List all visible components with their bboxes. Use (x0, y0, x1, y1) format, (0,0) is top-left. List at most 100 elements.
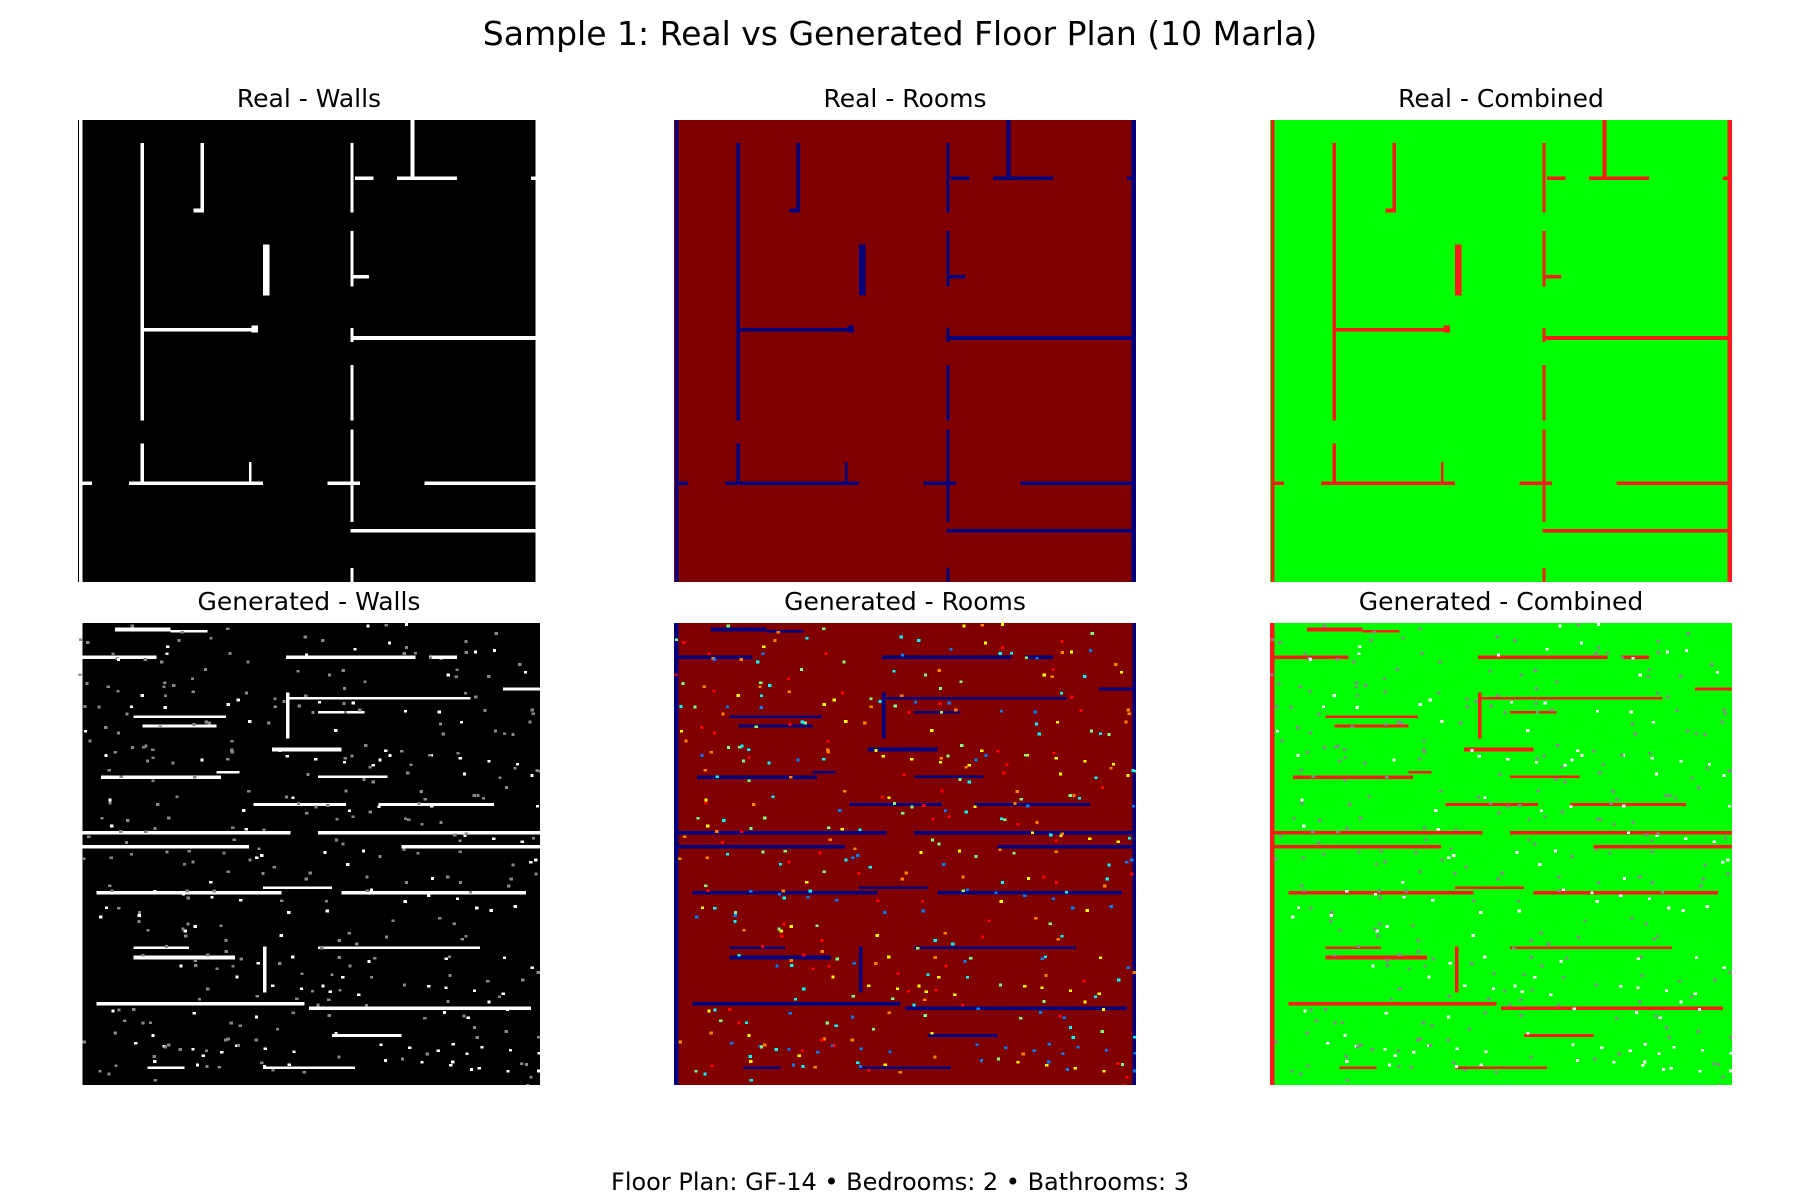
generated-rooms-noise-pixel (738, 745, 742, 749)
generated-rooms-noise-pixel (994, 891, 998, 895)
generated-rooms-noise-pixel (1109, 905, 1113, 909)
generated-combined-noise-pixel (1554, 778, 1558, 781)
generated-walls-noise-pixel (146, 928, 150, 932)
generated-combined-background (1270, 623, 1732, 1085)
generated-walls-noise-pixel (438, 722, 443, 726)
generated-rooms-noise-pixel (763, 1043, 767, 1047)
generated-rooms-noise-pixel (822, 627, 826, 631)
generated-walls-noise-pixel (110, 824, 114, 828)
generated-combined-noise-pixel (1278, 641, 1282, 644)
generated-walls-noise-pixel (310, 989, 315, 993)
generated-rooms-noise-pixel (789, 775, 793, 779)
real-walls-background (78, 120, 540, 582)
generated-rooms-wall-segment (812, 770, 836, 774)
generated-combined-noise-pixel (1693, 992, 1697, 996)
generated-combined-noise-pixel (1399, 721, 1403, 725)
generated-combined-noise-pixel (1463, 1068, 1467, 1072)
generated-walls-noise-pixel (151, 1034, 155, 1038)
generated-rooms-noise-pixel (700, 906, 705, 910)
generated-rooms-wall-segment (729, 955, 832, 960)
generated-rooms-noise-pixel (747, 1034, 751, 1038)
generated-rooms-noise-pixel (725, 705, 730, 709)
generated-combined-noise-pixel (1650, 756, 1654, 760)
generated-rooms-noise-pixel (1117, 978, 1121, 982)
generated-combined-noise-pixel (1333, 953, 1337, 957)
real-rooms-wall-segment (992, 176, 1053, 181)
generated-rooms-noise-pixel (1111, 762, 1116, 766)
real-combined-wall-segment (1542, 336, 1732, 340)
generated-walls-noise-pixel (100, 816, 104, 820)
generated-walls-noise-pixel (498, 776, 502, 780)
generated-rooms-noise-pixel (937, 842, 941, 846)
generated-combined-noise-pixel (1539, 931, 1543, 935)
generated-walls-noise-pixel (420, 1060, 424, 1064)
generated-combined-noise-pixel (1519, 1014, 1523, 1017)
generated-walls-noise-pixel (181, 927, 185, 931)
generated-combined-noise-pixel (1489, 704, 1493, 708)
generated-rooms-noise-pixel (1126, 966, 1130, 970)
generated-combined-noise-pixel (1352, 660, 1356, 664)
real-rooms-wall-segment (858, 244, 866, 296)
generated-rooms-noise-pixel (902, 772, 906, 776)
generated-rooms-noise-pixel (1032, 1049, 1036, 1053)
generated-rooms-noise-pixel (771, 795, 775, 799)
generated-walls-noise-pixel (261, 872, 265, 875)
generated-combined-noise-pixel (1488, 802, 1493, 805)
generated-rooms-noise-pixel (678, 857, 682, 861)
generated-rooms-noise-pixel (1000, 881, 1005, 884)
generated-walls-noise-pixel (327, 673, 332, 677)
generated-rooms-noise-pixel (822, 703, 826, 706)
generated-rooms-noise-pixel (961, 875, 965, 879)
generated-combined-noise-pixel (1300, 801, 1304, 805)
generated-walls-wall-segment (318, 710, 365, 714)
generated-combined-wall-segment (1274, 830, 1483, 835)
generated-combined-wall-segment (1454, 946, 1459, 993)
real-rooms-wall-segment (1006, 120, 1011, 181)
generated-rooms-noise-pixel (759, 694, 764, 698)
generated-rooms-noise-pixel (1038, 1011, 1043, 1015)
generated-combined-noise-pixel (1530, 988, 1534, 992)
generated-walls-noise-pixel (413, 651, 418, 655)
generated-rooms-noise-pixel (707, 652, 711, 656)
generated-rooms-noise-pixel (712, 689, 716, 693)
generated-combined-noise-pixel (1383, 860, 1387, 864)
generated-rooms-noise-pixel (826, 748, 830, 752)
generated-rooms-noise-pixel (998, 983, 1003, 987)
generated-combined-noise-pixel (1324, 1008, 1328, 1011)
generated-combined-noise-pixel (1305, 750, 1309, 754)
generated-walls-noise-pixel (475, 1035, 479, 1039)
generated-combined-noise-pixel (1345, 1060, 1349, 1063)
generated-walls-wall-segment (309, 1006, 531, 1011)
generated-rooms-noise-pixel (762, 645, 766, 649)
generated-walls-noise-pixel (82, 857, 86, 861)
generated-combined-noise-pixel (1298, 685, 1302, 689)
generated-rooms-wall-segment (914, 830, 1136, 835)
generated-walls-wall-segment (285, 696, 471, 700)
generated-combined-wall-segment (1334, 724, 1409, 728)
generated-combined-noise-pixel (1640, 974, 1644, 977)
generated-walls-noise-pixel (494, 632, 498, 635)
generated-walls-noise-pixel (406, 771, 410, 775)
generated-combined-noise-pixel (1560, 810, 1564, 814)
generated-combined-noise-pixel (1681, 909, 1685, 912)
generated-rooms-noise-pixel (1071, 1035, 1075, 1039)
generated-rooms-noise-pixel (900, 877, 904, 881)
generated-combined-noise-pixel (1600, 1046, 1604, 1050)
generated-walls-noise-pixel (207, 721, 211, 725)
generated-combined-wall-segment (1570, 803, 1686, 806)
generated-rooms-noise-pixel (1069, 650, 1074, 654)
generated-rooms-noise-pixel (1119, 670, 1124, 674)
generated-walls-noise-pixel (434, 831, 438, 835)
generated-combined-noise-pixel (1721, 1075, 1725, 1079)
generated-rooms-noise-pixel (939, 710, 944, 714)
generated-combined-wall-segment (1510, 775, 1580, 779)
generated-rooms-noise-pixel (953, 993, 957, 997)
generated-walls-wall-segment (262, 886, 333, 890)
generated-walls-noise-pixel (219, 924, 223, 928)
generated-walls-noise-pixel (528, 720, 532, 724)
real-rooms-wall-segment (847, 325, 855, 333)
generated-combined-noise-pixel (1598, 771, 1602, 775)
generated-rooms-noise-pixel (693, 705, 697, 709)
generated-walls-noise-pixel (383, 1059, 388, 1062)
generated-combined-noise-pixel (1576, 623, 1580, 627)
